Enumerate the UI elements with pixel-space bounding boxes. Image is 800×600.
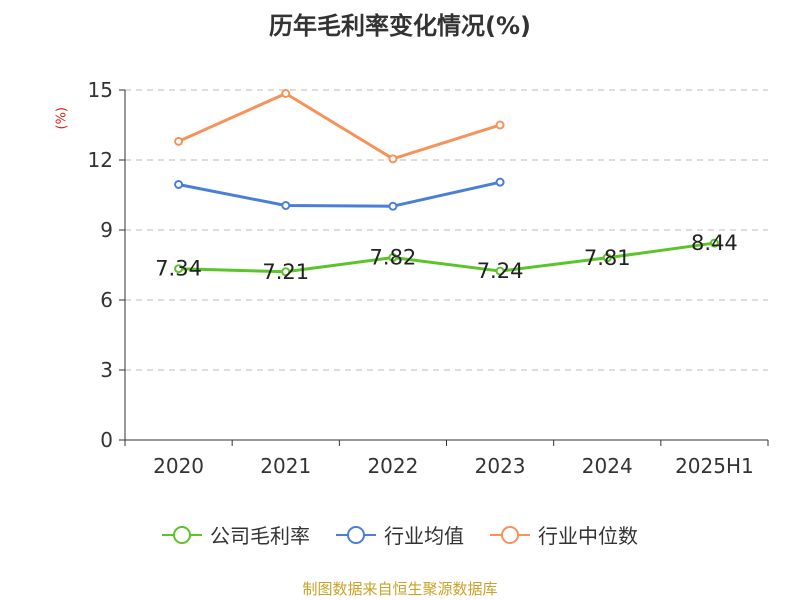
x-tick-label: 2024 bbox=[582, 454, 633, 478]
legend: 公司毛利率 行业均值 行业中位数 bbox=[0, 520, 800, 549]
x-tick-label: 2022 bbox=[367, 454, 418, 478]
data-source-note: 制图数据来自恒生聚源数据库 bbox=[302, 580, 498, 598]
data-point bbox=[602, 253, 612, 263]
series-line bbox=[178, 180, 501, 208]
x-tick-label: 2025H1 bbox=[675, 454, 754, 478]
legend-marker-icon bbox=[336, 525, 376, 544]
data-point bbox=[709, 238, 719, 248]
data-point bbox=[281, 267, 291, 277]
x-tick-label: 2023 bbox=[475, 454, 526, 478]
legend-label: 行业均值 bbox=[384, 524, 464, 548]
data-label: 7.81 bbox=[584, 246, 631, 270]
legend-item-industry-mean[interactable]: 行业均值 bbox=[336, 520, 464, 549]
data-point bbox=[495, 266, 505, 276]
legend-label: 行业中位数 bbox=[538, 524, 638, 548]
chart-title: 历年毛利率变化情况(%) bbox=[269, 12, 531, 40]
legend-item-industry-median[interactable]: 行业中位数 bbox=[490, 520, 638, 549]
data-point bbox=[388, 201, 398, 211]
y-tick-label: 9 bbox=[100, 218, 113, 242]
legend-marker-icon bbox=[162, 525, 202, 544]
y-tick-label: 0 bbox=[100, 428, 113, 452]
data-point bbox=[388, 253, 398, 263]
legend-marker-icon bbox=[490, 525, 530, 544]
data-point bbox=[174, 180, 184, 189]
x-tick-label: 2021 bbox=[260, 454, 311, 478]
data-label: 8.44 bbox=[691, 231, 738, 255]
legend-label: 公司毛利率 bbox=[210, 524, 310, 548]
y-tick-label: 3 bbox=[100, 358, 113, 382]
data-point bbox=[174, 136, 184, 146]
y-tick-label: 12 bbox=[88, 148, 113, 172]
legend-item-company-margin[interactable]: 公司毛利率 bbox=[162, 520, 310, 549]
data-label: 7.34 bbox=[155, 257, 202, 281]
x-tick-label: 2020 bbox=[153, 454, 204, 478]
data-point bbox=[281, 89, 291, 98]
y-tick-label: 6 bbox=[100, 288, 113, 312]
data-point bbox=[281, 201, 291, 210]
data-label: 7.24 bbox=[477, 259, 524, 283]
data-point bbox=[388, 154, 398, 164]
series-line bbox=[178, 241, 715, 274]
data-point bbox=[174, 264, 184, 274]
data-label: 7.82 bbox=[370, 246, 417, 270]
data-point bbox=[495, 120, 505, 130]
series-line bbox=[177, 92, 501, 161]
y-tick-label: 15 bbox=[88, 78, 113, 102]
data-label: 7.21 bbox=[262, 260, 309, 284]
data-point bbox=[495, 177, 505, 187]
